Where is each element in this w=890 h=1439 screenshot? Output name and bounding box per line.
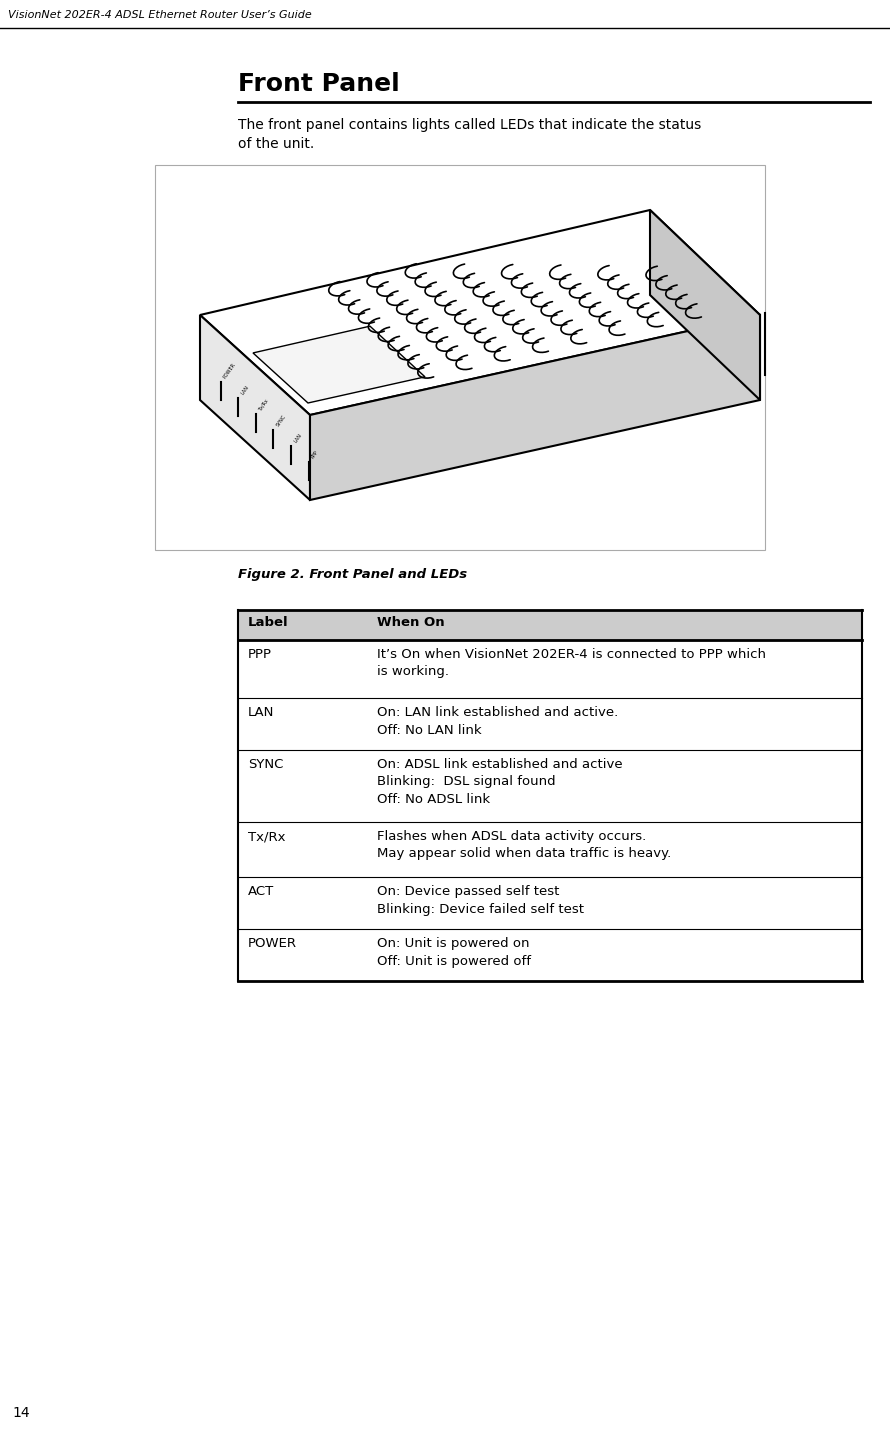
Text: On: Unit is powered on
Off: Unit is powered off: On: Unit is powered on Off: Unit is powe… [377,937,531,967]
Text: Label: Label [248,616,288,629]
Text: SYNC: SYNC [248,758,283,771]
Text: On: LAN link established and active.
Off: No LAN link: On: LAN link established and active. Off… [377,707,619,737]
Text: It’s On when VisionNet 202ER-4 is connected to PPP which
is working.: It’s On when VisionNet 202ER-4 is connec… [377,648,766,679]
Text: POWER: POWER [248,937,297,950]
Text: LAN: LAN [293,433,303,445]
Text: The front panel contains lights called LEDs that indicate the status
of the unit: The front panel contains lights called L… [238,118,701,151]
Text: PPP: PPP [248,648,272,661]
Polygon shape [200,210,760,414]
Text: Figure 2. Front Panel and LEDs: Figure 2. Front Panel and LEDs [238,568,467,581]
Text: Tx/Rx: Tx/Rx [258,397,270,412]
Polygon shape [650,210,760,400]
Text: POWER: POWER [222,363,237,380]
Text: Flashes when ADSL data activity occurs.
May appear solid when data traffic is he: Flashes when ADSL data activity occurs. … [377,830,671,861]
Polygon shape [310,315,760,499]
Polygon shape [253,327,425,403]
Polygon shape [200,315,310,499]
Text: VisionNet 202ER-4 ADSL Ethernet Router User’s Guide: VisionNet 202ER-4 ADSL Ethernet Router U… [8,10,311,20]
Text: SYNC: SYNC [275,414,287,427]
Text: On: Device passed self test
Blinking: Device failed self test: On: Device passed self test Blinking: De… [377,885,584,915]
Text: Front Panel: Front Panel [238,72,400,96]
Text: When On: When On [377,616,445,629]
Text: On: ADSL link established and active
Blinking:  DSL signal found
Off: No ADSL li: On: ADSL link established and active Bli… [377,758,623,806]
Text: PPP: PPP [311,450,320,460]
Text: ACT: ACT [248,885,274,898]
Text: 14: 14 [12,1406,29,1420]
Text: Tx/Rx: Tx/Rx [248,830,286,843]
FancyBboxPatch shape [238,610,862,640]
Text: LAN: LAN [248,707,274,720]
Text: LAN: LAN [240,386,250,396]
